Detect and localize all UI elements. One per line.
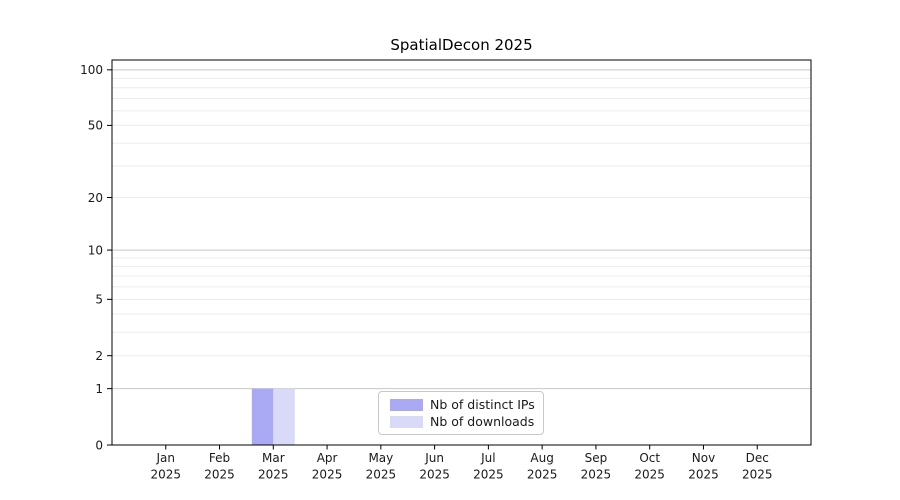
y-tick-label: 0 (95, 438, 103, 452)
x-tick-label: May 2025 (366, 451, 397, 482)
legend: Nb of distinct IPs Nb of downloads (378, 391, 544, 435)
x-tick-label: Oct 2025 (634, 451, 665, 482)
legend-item-distinct-ips: Nb of distinct IPs (390, 396, 535, 413)
bar-distinct-ips (251, 388, 274, 445)
y-tick-label: 50 (88, 119, 103, 133)
x-tick-label: Mar 2025 (258, 451, 289, 482)
chart-title: SpatialDecon 2025 (390, 36, 533, 54)
legend-swatch-distinct-ips-icon (390, 398, 423, 411)
x-tick-label: Dec 2025 (742, 451, 773, 482)
y-tick-label: 10 (88, 243, 103, 257)
y-tick-label: 1 (95, 382, 103, 396)
x-tick-label: Aug 2025 (527, 451, 558, 482)
legend-item-downloads: Nb of downloads (390, 413, 535, 430)
legend-swatch-downloads-icon (390, 415, 423, 428)
y-tick-label: 20 (88, 191, 103, 205)
y-tick-label: 2 (95, 349, 103, 363)
y-tick-label: 5 (95, 293, 103, 307)
x-tick-label: Feb 2025 (204, 451, 235, 482)
x-tick-label: Jun 2025 (419, 451, 450, 482)
x-tick-label: Sep 2025 (581, 451, 612, 482)
x-tick-label: Apr 2025 (312, 451, 343, 482)
x-tick-label: Nov 2025 (688, 451, 719, 482)
legend-label-distinct-ips: Nb of distinct IPs (430, 397, 535, 412)
bar-downloads (273, 388, 295, 445)
x-tick-label: Jan 2025 (150, 451, 181, 482)
x-tick-label: Jul 2025 (473, 451, 504, 482)
y-tick-label: 100 (80, 63, 103, 77)
plot-border (111, 59, 812, 446)
legend-label-downloads: Nb of downloads (430, 414, 535, 429)
